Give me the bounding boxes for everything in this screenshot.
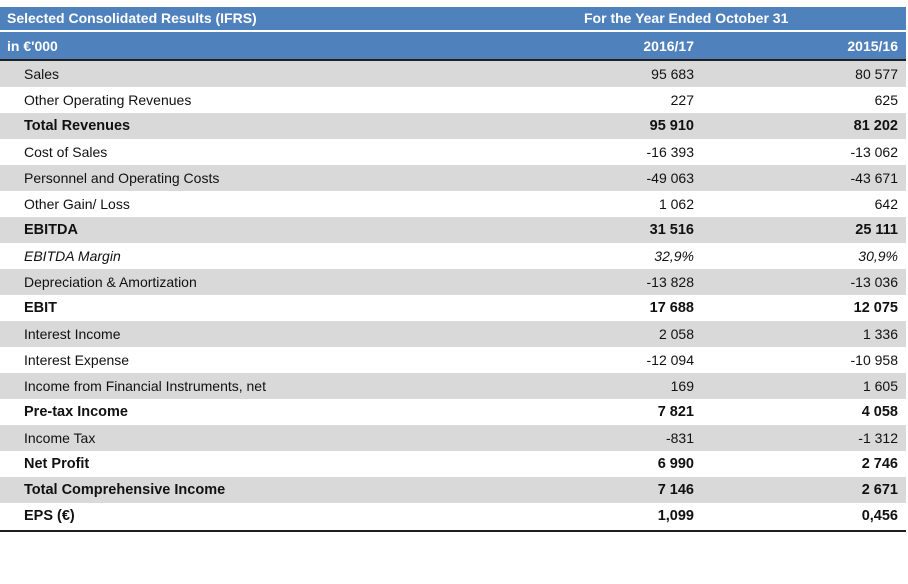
row-value-2016-17: -13 828 [646,274,694,290]
table-row: Other Operating Revenues 227 625 [0,87,906,113]
row-label: Interest Expense [24,352,130,368]
row-value-2015-16: -10 958 [850,352,898,368]
table-title: Selected Consolidated Results (IFRS) [7,10,257,26]
table-row: Total Comprehensive Income 7 146 2 671 [0,477,906,503]
table-row: Interest Income 2 058 1 336 [0,321,906,347]
row-label: Other Gain/ Loss [24,196,130,212]
row-label: Personnel and Operating Costs [24,170,220,186]
row-value-2016-17: 1 062 [658,196,694,212]
row-label: EBIT [24,300,58,316]
row-value-2015-16: 0,456 [861,508,898,524]
row-label: Income Tax [24,430,96,446]
table-row: Cost of Sales -16 393 -13 062 [0,139,906,165]
row-value-2015-16: 2 671 [861,482,898,498]
table-row: Depreciation & Amortization -13 828 -13 03… [0,269,906,295]
row-value-2016-17: 17 688 [649,300,694,316]
row-label: Depreciation & Amortization [24,274,197,290]
row-label: Total Comprehensive Income [24,482,226,498]
row-value-2015-16: -43 671 [850,170,898,186]
row-value-2015-16: 81 202 [853,118,898,134]
row-value-2016-17: 95 910 [649,118,694,134]
row-label: Net Profit [24,456,90,472]
row-value-2015-16: 2 746 [861,456,898,472]
table-row: EPS (€) 1,099 0,456 [0,503,906,529]
bottom-rule [0,530,906,532]
table-row: EBITDA 31 516 25 111 [0,217,906,243]
table-row: Pre-tax Income 7 821 4 058 [0,399,906,425]
period-label: For the Year Ended October 31 [584,10,789,26]
table-row: Interest Expense -12 094 -10 958 [0,347,906,373]
row-value-2015-16: 4 058 [861,404,898,420]
row-value-2015-16: 1 605 [862,378,898,394]
table-row: Sales 95 683 80 577 [0,61,906,87]
row-value-2015-16: -1 312 [858,430,898,446]
row-value-2016-17: 227 [670,92,694,108]
row-label: Income from Financial Instruments, net [24,378,266,394]
row-value-2015-16: -13 062 [850,144,898,160]
column-header-2015-16: 2015/16 [847,38,898,54]
row-value-2016-17: -12 094 [646,352,694,368]
row-value-2016-17: 95 683 [651,66,694,82]
row-label: Sales [24,66,60,82]
table-row: EBIT 17 688 12 075 [0,295,906,321]
row-label: Interest Income [24,326,121,342]
row-label: EBITDA [24,222,78,238]
table-row: Income Tax -831 -1 312 [0,425,906,451]
row-label: Cost of Sales [24,144,108,160]
row-label: Pre-tax Income [24,404,128,420]
row-value-2016-17: 7 146 [657,482,694,498]
row-label: Total Revenues [24,118,131,134]
row-value-2016-17: 32,9% [654,248,694,264]
row-value-2015-16: 642 [874,196,898,212]
row-label: EPS (€) [24,508,75,524]
row-value-2015-16: 80 577 [855,66,898,82]
row-label: EBITDA Margin [24,248,121,264]
row-value-2016-17: 31 516 [649,222,694,238]
row-value-2016-17: -16 393 [646,144,694,160]
row-value-2016-17: 169 [670,378,694,394]
unit-label: in €'000 [7,38,58,54]
table-row: Total Revenues 95 910 81 202 [0,113,906,139]
row-value-2016-17: -831 [665,430,694,446]
row-value-2015-16: 1 336 [862,326,898,342]
row-value-2016-17: 2 058 [658,326,694,342]
table-row: Personnel and Operating Costs -49 063 -43 … [0,165,906,191]
row-value-2016-17: 6 990 [657,456,694,472]
table-row: Income from Financial Instruments, net 16… [0,373,906,399]
row-value-2015-16: 625 [874,92,898,108]
column-header-2016-17: 2016/17 [643,38,694,54]
table-header-title-row: Selected Consolidated Results (IFRS) For… [0,7,906,30]
table-row: EBITDA Margin 32,9% 30,9% [0,243,906,269]
table-header-columns-row: in €'000 2016/17 2015/16 [0,32,906,61]
row-value-2016-17: 1,099 [657,508,694,524]
row-value-2015-16: -13 036 [850,274,898,290]
row-value-2015-16: 12 075 [853,300,898,316]
row-value-2015-16: 25 111 [855,222,898,238]
row-value-2016-17: -49 063 [646,170,694,186]
row-label: Other Operating Revenues [24,92,192,108]
table-row: Net Profit 6 990 2 746 [0,451,906,477]
table-row: Other Gain/ Loss 1 062 642 [0,191,906,217]
row-value-2016-17: 7 821 [657,404,694,420]
row-value-2015-16: 30,9% [858,248,898,264]
